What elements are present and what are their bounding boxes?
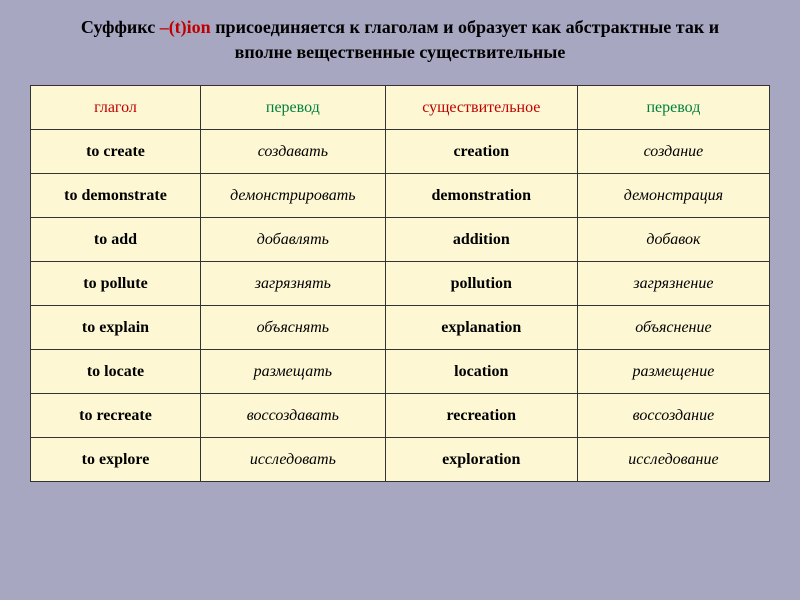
cell-trans1: создавать: [200, 130, 385, 174]
title-suffix: –(t)ion: [160, 17, 211, 37]
table-row: to explainобъяснятьexplanationобъяснение: [31, 306, 770, 350]
table-row: to exploreисследоватьexplorationисследов…: [31, 438, 770, 482]
cell-verb: to add: [31, 218, 201, 262]
cell-noun: pollution: [385, 262, 577, 306]
table-row: to recreateвоссоздаватьrecreationвоссозд…: [31, 394, 770, 438]
title-prefix: Суффикс: [81, 17, 160, 37]
table-row: to polluteзагрязнятьpollutionзагрязнение: [31, 262, 770, 306]
title-block: Суффикс –(t)ion присоединяется к глагола…: [0, 15, 800, 65]
cell-trans2: добавок: [577, 218, 769, 262]
col-header-verb: глагол: [31, 86, 201, 130]
table-row: to demonstrateдемонстрироватьdemonstrati…: [31, 174, 770, 218]
table-row: to addдобавлятьadditionдобавок: [31, 218, 770, 262]
cell-verb: to pollute: [31, 262, 201, 306]
cell-verb: to explain: [31, 306, 201, 350]
cell-verb: to create: [31, 130, 201, 174]
cell-trans2: демонстрация: [577, 174, 769, 218]
table-body: to createсоздаватьcreationсозданиеto dem…: [31, 130, 770, 482]
col-header-noun: существительное: [385, 86, 577, 130]
cell-trans2: размещение: [577, 350, 769, 394]
table-wrapper: глагол перевод существительное перевод t…: [0, 85, 800, 482]
cell-trans2: объяснение: [577, 306, 769, 350]
cell-trans1: объяснять: [200, 306, 385, 350]
cell-trans2: воссоздание: [577, 394, 769, 438]
cell-noun: explanation: [385, 306, 577, 350]
title-text: Суффикс –(t)ion присоединяется к глагола…: [60, 15, 740, 65]
cell-trans2: загрязнение: [577, 262, 769, 306]
cell-noun: recreation: [385, 394, 577, 438]
cell-verb: to recreate: [31, 394, 201, 438]
cell-trans2: создание: [577, 130, 769, 174]
cell-noun: demonstration: [385, 174, 577, 218]
table-row: to createсоздаватьcreationсоздание: [31, 130, 770, 174]
col-header-trans1: перевод: [200, 86, 385, 130]
cell-verb: to locate: [31, 350, 201, 394]
cell-noun: exploration: [385, 438, 577, 482]
cell-trans1: исследовать: [200, 438, 385, 482]
col-header-trans2: перевод: [577, 86, 769, 130]
cell-noun: creation: [385, 130, 577, 174]
cell-trans1: демонстрировать: [200, 174, 385, 218]
cell-verb: to explore: [31, 438, 201, 482]
cell-verb: to demonstrate: [31, 174, 201, 218]
cell-noun: location: [385, 350, 577, 394]
cell-trans1: воссоздавать: [200, 394, 385, 438]
title-rest: присоединяется к глаголам и образует как…: [211, 17, 719, 62]
cell-noun: addition: [385, 218, 577, 262]
cell-trans1: размещать: [200, 350, 385, 394]
cell-trans1: добавлять: [200, 218, 385, 262]
suffix-table: глагол перевод существительное перевод t…: [30, 85, 770, 482]
cell-trans1: загрязнять: [200, 262, 385, 306]
table-header-row: глагол перевод существительное перевод: [31, 86, 770, 130]
cell-trans2: исследование: [577, 438, 769, 482]
table-row: to locateразмещатьlocationразмещение: [31, 350, 770, 394]
